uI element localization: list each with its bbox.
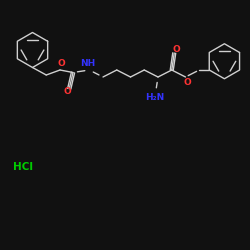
Text: O: O xyxy=(183,78,191,86)
Text: O: O xyxy=(172,46,180,54)
Text: NH: NH xyxy=(80,60,96,68)
Text: H₂N: H₂N xyxy=(145,93,164,102)
Text: O: O xyxy=(58,59,66,68)
Text: HCl: HCl xyxy=(12,162,32,172)
Text: O: O xyxy=(63,87,71,96)
